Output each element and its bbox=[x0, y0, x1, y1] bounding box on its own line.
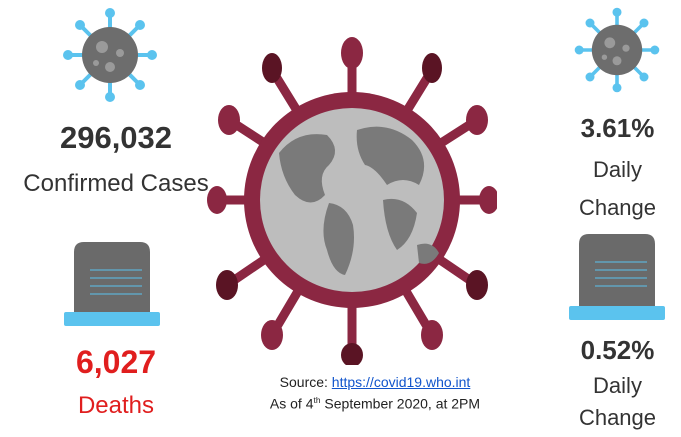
as-of-date-ordinal: th bbox=[313, 395, 321, 405]
confirmed-cases-value: 296,032 bbox=[59, 120, 173, 155]
deaths-label: Deaths bbox=[77, 392, 155, 419]
deaths-tombstone-icon bbox=[64, 242, 160, 326]
source-line: Source: https://covid19.who.int bbox=[210, 374, 540, 390]
deaths-daily-change-label-line1: Daily bbox=[593, 373, 642, 398]
confirmed-daily-change-label-line2: Change bbox=[578, 195, 657, 220]
confirmed-cases-label: Confirmed Cases bbox=[23, 170, 209, 197]
as-of-date-prefix: As of 4 bbox=[269, 395, 314, 412]
confirmed-virus-icon bbox=[63, 8, 157, 102]
deaths-daily-change-label-line2: Change bbox=[578, 405, 657, 430]
confirmed-daily-change-label-line1: Daily bbox=[593, 157, 642, 182]
source-link[interactable]: https://covid19.who.int bbox=[331, 374, 471, 390]
daily-change-virus-icon bbox=[574, 7, 660, 93]
daily-change-tombstone-icon bbox=[569, 234, 665, 320]
as-of-date: As of 4th September 2020, at 2PM bbox=[210, 395, 540, 412]
confirmed-daily-change-value: 3.61% bbox=[580, 113, 655, 143]
source-prefix: Source: bbox=[279, 374, 332, 390]
deaths-value: 6,027 bbox=[75, 344, 157, 380]
as-of-date-suffix: September 2020, at 2PM bbox=[320, 395, 481, 412]
globe-coronavirus-icon bbox=[207, 37, 497, 365]
deaths-daily-change-value: 0.52% bbox=[580, 335, 655, 365]
